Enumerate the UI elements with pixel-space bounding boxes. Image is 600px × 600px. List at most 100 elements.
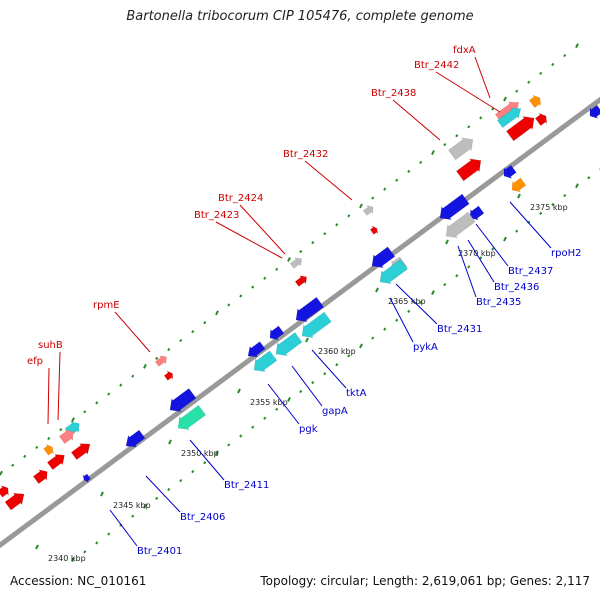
track-dot (23, 454, 27, 458)
track-dot (263, 276, 267, 280)
tick-mark (237, 388, 241, 394)
track-dot (83, 410, 87, 414)
gene-tktA (301, 311, 332, 338)
track-dot (143, 503, 147, 509)
gene-red-left1 (70, 443, 91, 460)
tick-mark (445, 239, 449, 245)
label-leader (389, 297, 414, 343)
track-dot (287, 256, 291, 262)
reverse-gene-label: pgk (299, 424, 318, 435)
track-dot (191, 330, 195, 334)
track-dot (431, 290, 435, 295)
track-dot (323, 232, 327, 236)
track-dot (71, 417, 75, 423)
track-dot (323, 372, 327, 376)
track-dot (431, 150, 435, 155)
track-dot (95, 541, 99, 545)
track-dot (83, 550, 87, 554)
track-dot (575, 43, 579, 49)
label-leader (267, 383, 300, 425)
track-dot (455, 274, 459, 278)
track-dot (311, 240, 315, 245)
genome-title: Bartonella tribocorum CIP 105476, comple… (126, 9, 474, 24)
track-dot (455, 134, 459, 138)
forward-gene-label: Btr_2424 (218, 193, 263, 204)
track-dot (419, 300, 423, 305)
forward-gene-label: suhB (38, 340, 63, 351)
reverse-gene-label: gapA (322, 406, 348, 417)
label-leader (467, 239, 495, 283)
reverse-gene-label: Btr_2435 (476, 297, 521, 308)
forward-gene-label: rpmE (93, 300, 120, 311)
gene-features (0, 94, 600, 511)
gene-Btr_2431-a (371, 246, 396, 268)
tick-label: 2355 kbp (250, 398, 288, 407)
label-leader (215, 221, 283, 259)
reverse-gene-label: rpoH2 (551, 248, 581, 259)
track-dot (155, 496, 159, 500)
track-dot (143, 363, 147, 369)
track-dot (179, 478, 183, 483)
track-dot (311, 380, 315, 385)
track-dot (299, 249, 303, 254)
gene-red-2432b (369, 225, 379, 235)
tick-label: 2360 kbp (318, 347, 356, 356)
reverse-gene-label: tktA (346, 388, 367, 399)
gene-pgk (253, 350, 278, 372)
reverse-gene-label: Btr_2406 (180, 512, 225, 523)
gene-red-left2 (46, 454, 65, 470)
track-dot (539, 211, 543, 215)
tick-label: 2350 kbp (181, 449, 219, 458)
track-dot (251, 285, 255, 289)
gene-red-left4 (4, 492, 25, 511)
track-dot (59, 428, 63, 432)
label-leader (114, 311, 151, 353)
track-dot (167, 347, 171, 352)
gene-orange-left (43, 444, 54, 456)
track-dot (35, 445, 39, 450)
label-leader (57, 351, 61, 421)
tick-label: 2340 kbp (48, 554, 86, 563)
tick-label: 2365 kbp (388, 297, 426, 306)
label-leader (509, 201, 552, 249)
track-dot (227, 443, 231, 447)
track-dot (383, 187, 387, 191)
track-dot (107, 392, 111, 396)
tick-mark (305, 337, 309, 343)
track-dot (71, 557, 75, 563)
track-dot (251, 425, 255, 429)
track-dot (383, 327, 387, 331)
track-dot (107, 532, 111, 536)
track-dot (479, 256, 483, 260)
tick-mark (517, 193, 521, 199)
track-dot (299, 389, 303, 394)
reverse-gene-label: Btr_2437 (508, 266, 553, 277)
label-leader (239, 204, 286, 255)
track-dot (275, 407, 279, 411)
topology-summary: Topology: circular; Length: 2,619,061 bp… (260, 574, 590, 588)
gene-Btr_2411 (177, 404, 207, 430)
track-dot (467, 125, 471, 129)
gene-rpoH2-a (503, 164, 517, 179)
track-dot (443, 143, 447, 147)
track-dot (395, 318, 399, 322)
label-leader (291, 365, 323, 407)
gene-Btr_2435 (445, 211, 476, 238)
track-dot (503, 96, 507, 102)
reverse-gene-label: Btr_2411 (224, 480, 269, 491)
label-leader (311, 349, 347, 389)
reverse-gene-label: Btr_2401 (137, 546, 182, 557)
track-dot (371, 196, 375, 200)
gene-orange-top (528, 94, 542, 108)
label-leader (392, 99, 441, 141)
gene-Btr_2401 (82, 473, 91, 483)
tick-label: 2345 kbp (113, 501, 151, 510)
gene-gapA (275, 332, 303, 356)
reverse-gene-label: pykA (413, 342, 438, 353)
reverse-gene-label: Btr_2436 (494, 282, 539, 293)
gene-Btr_2436 (469, 205, 485, 221)
gene-pykA (379, 258, 409, 284)
forward-gene-label: Btr_2423 (194, 210, 239, 221)
tick-mark (100, 491, 104, 497)
